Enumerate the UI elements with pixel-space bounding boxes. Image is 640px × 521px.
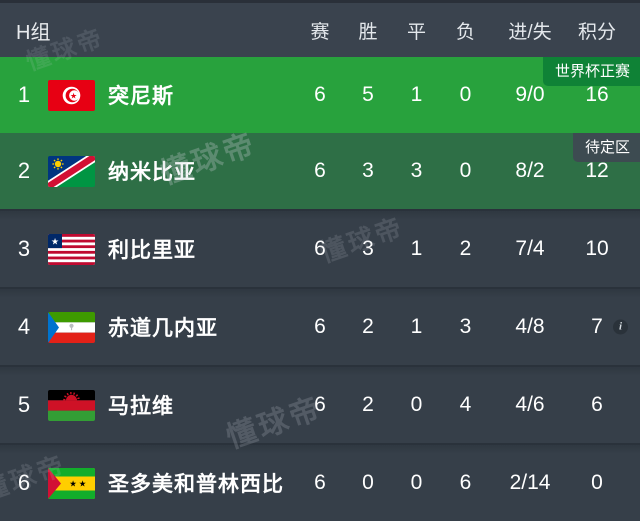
stat-lost: 6 <box>459 471 472 494</box>
stat-played: 6 <box>314 315 326 338</box>
stat-goals: 4/8 <box>515 315 545 338</box>
table-header: H组 赛 胜 平 负 进/失 积分 <box>0 0 640 57</box>
info-icon[interactable]: i <box>613 319 628 335</box>
table-body: 世界杯正赛 1 ★ 突尼斯 6 5 1 0 9/0 16 i 待定区 2 纳米比… <box>0 57 640 521</box>
table-row[interactable]: 世界杯正赛 1 ★ 突尼斯 6 5 1 0 9/0 16 i <box>0 57 640 133</box>
stat-lost: 2 <box>459 237 472 260</box>
rank-number: 6 <box>17 470 31 495</box>
team-name: 突尼斯 <box>108 85 174 108</box>
stat-won: 2 <box>362 315 374 338</box>
rank-number: 4 <box>17 314 31 339</box>
team-name: 圣多美和普林西比 <box>108 473 284 496</box>
column-header-points: 积分 <box>577 21 616 43</box>
status-badge: 待定区 <box>572 133 640 162</box>
stat-won: 3 <box>362 237 374 260</box>
stat-played: 6 <box>314 83 326 106</box>
stat-drawn: 0 <box>410 393 423 416</box>
stat-drawn: 1 <box>410 237 423 260</box>
rank-number: 1 <box>17 82 31 107</box>
column-header-lost: 负 <box>455 21 475 43</box>
stat-points: 10 i <box>570 237 624 261</box>
stat-won: 5 <box>362 83 374 106</box>
team-name: 纳米比亚 <box>108 161 196 184</box>
stat-points: 6 i <box>570 393 624 417</box>
stat-goals: 9/0 <box>515 83 545 106</box>
flag-malawi <box>48 389 95 421</box>
stat-points: 7 i <box>570 315 628 339</box>
svg-text:★: ★ <box>79 478 87 488</box>
svg-text:★: ★ <box>69 478 77 488</box>
stat-lost: 3 <box>459 315 472 338</box>
stat-drawn: 0 <box>410 471 423 494</box>
column-header-won: 胜 <box>358 21 378 43</box>
column-header-drawn: 平 <box>406 21 426 43</box>
team-name: 赤道几内亚 <box>108 317 218 340</box>
stat-drawn: 3 <box>410 159 423 182</box>
stat-won: 3 <box>362 159 374 182</box>
stat-played: 6 <box>314 393 326 416</box>
stat-drawn: 1 <box>410 315 423 338</box>
flag-namibia <box>48 155 95 187</box>
stat-played: 6 <box>314 471 326 494</box>
table-row[interactable]: 待定区 2 纳米比亚 6 3 3 0 8/2 12 i <box>0 133 640 209</box>
flag-sao-tome: ★ ★ <box>48 467 95 499</box>
points-value: 6 <box>591 393 603 416</box>
points-value: 16 <box>585 83 609 106</box>
rank-number: 5 <box>17 392 31 417</box>
rank-number: 3 <box>17 236 31 261</box>
table-row[interactable]: 5 马拉维 6 2 0 4 4/6 6 i <box>0 365 640 443</box>
stat-lost: 0 <box>459 159 472 182</box>
stat-points: 16 i <box>570 83 624 107</box>
flag-liberia: ★ <box>48 233 95 265</box>
points-value: 10 <box>585 237 609 260</box>
table-row[interactable]: 4 赤道几内亚 6 2 1 3 4/8 7 i <box>0 287 640 365</box>
stat-played: 6 <box>314 237 326 260</box>
stat-drawn: 1 <box>410 83 423 106</box>
column-header-played: 赛 <box>310 21 330 43</box>
stat-goals: 7/4 <box>515 237 545 260</box>
table-row[interactable]: 6 ★★ 圣多美和普林西比 6 0 0 6 2/14 0 i <box>0 443 640 521</box>
table-row[interactable]: 3 ★ 利比里亚 6 3 1 2 7/4 10 i <box>0 209 640 287</box>
group-title: H组 <box>16 21 51 44</box>
column-header-goals: 进/失 <box>508 21 552 43</box>
stat-goals: 8/2 <box>515 159 545 182</box>
points-value: 7 <box>591 315 603 338</box>
svg-text:★: ★ <box>51 236 59 246</box>
status-badge: 世界杯正赛 <box>542 57 640 86</box>
stat-played: 6 <box>314 159 326 182</box>
rank-number: 2 <box>17 158 31 183</box>
points-value: 0 <box>591 471 603 494</box>
stat-goals: 2/14 <box>509 471 551 494</box>
stat-won: 2 <box>362 393 374 416</box>
team-name: 利比里亚 <box>108 239 196 262</box>
stat-lost: 4 <box>459 393 472 416</box>
flag-tunisia: ★ <box>48 79 95 111</box>
points-value: 12 <box>585 159 609 182</box>
svg-text:★: ★ <box>70 91 77 100</box>
stat-won: 0 <box>362 471 374 494</box>
flag-eq-guinea <box>48 311 95 343</box>
team-name: 马拉维 <box>108 395 174 418</box>
stat-goals: 4/6 <box>515 393 545 416</box>
stat-points: 0 i <box>570 471 624 495</box>
stat-lost: 0 <box>459 83 472 106</box>
stat-points: 12 i <box>570 159 624 183</box>
